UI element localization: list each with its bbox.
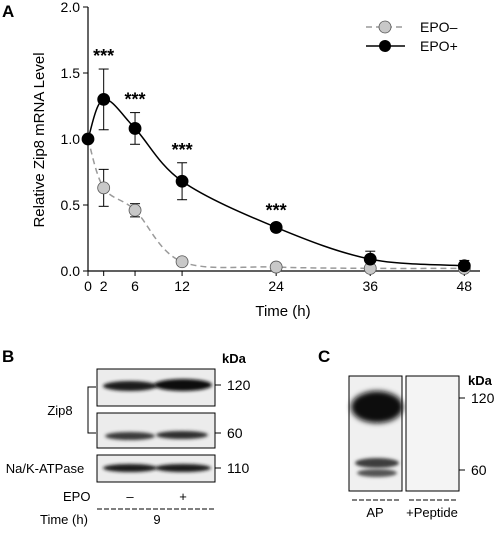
y-tick-label: 2.0 [61,0,81,15]
x-tick-label: 36 [362,278,378,294]
blot-c-ap [348,375,403,492]
y-tick-label: 1.5 [61,65,81,81]
data-point [97,181,111,195]
row-label-atpase: Na/K-ATPase [6,461,85,476]
y-tick-label: 1.0 [61,131,81,147]
blot-b-zip8-120 [96,368,216,407]
lane-label-ap: AP [366,505,383,520]
x-axis-label: Time (h) [255,303,310,320]
legend-epo-plus-marker [379,40,391,52]
panel-b-kda-60: 60 [227,425,243,441]
y-axis-label: Relative Zip8 mRNA Level [31,52,48,227]
lane-label-peptide: +Peptide [406,505,458,520]
time-row-label: Time (h) [40,512,88,527]
significance-marker: *** [125,90,146,110]
panel-b-kda-110: 110 [227,460,250,476]
x-tick-label: 6 [131,278,139,294]
data-point [269,260,283,274]
row-label-zip8: Zip8 [47,403,72,418]
panel-a-letter: A [2,2,14,21]
epo-row-label: EPO [63,489,90,504]
panel-c-kda-header: kDa [468,373,493,388]
x-tick-label: 24 [268,278,284,294]
legend-epo-minus-marker [378,20,392,34]
panel-c-kda-60: 60 [471,462,487,478]
chart-legend: EPO– EPO+ [366,19,458,54]
series-line-1 [87,98,465,267]
panel-b-kda-header: kDa [222,351,247,366]
legend-epo-minus-label: EPO– [420,19,458,35]
error-bars [98,68,470,272]
zip8-bracket [87,386,96,434]
y-tick-label: 0.5 [61,197,81,213]
panel-c-kda-120: 120 [471,390,495,406]
x-tick-label: 0 [84,278,92,294]
significance-marker: *** [93,46,114,66]
data-point [128,122,142,135]
epo-plus-value: + [179,489,187,504]
data-point [81,132,95,146]
data-point [97,93,111,106]
blot-b-zip8-60 [96,412,216,449]
data-point [175,174,189,188]
panel-b-letter: B [2,347,14,366]
panel-c-letter: C [318,347,330,366]
x-tick-label: 48 [457,278,473,294]
data-point [457,259,471,273]
series-lines [87,98,465,270]
x-tick-label: 12 [174,278,190,294]
blot-c-peptide [405,375,460,492]
data-point [175,255,189,269]
epo-minus-value: – [126,489,134,504]
data-point [128,203,142,217]
legend-epo-plus-label: EPO+ [420,38,458,54]
panel-b-kda-120: 120 [227,377,251,393]
significance-marker: *** [172,140,193,160]
significance-marker: *** [266,200,287,220]
time-row-value: 9 [153,512,160,527]
y-tick-label: 0.0 [61,263,81,279]
data-point [363,252,377,266]
data-points [81,93,471,275]
data-point [269,221,283,234]
x-tick-label: 2 [100,278,108,294]
chart-axes: 0.0 0.5 1.0 1.5 2.0 0 2 6 12 24 36 48 [61,0,480,294]
significance-annotations: *** *** *** *** [93,46,286,220]
panel-a-chart: 0.0 0.5 1.0 1.5 2.0 0 2 6 12 24 36 48 *** *** *** *** [61,0,480,294]
blot-b-atpase [96,454,216,483]
